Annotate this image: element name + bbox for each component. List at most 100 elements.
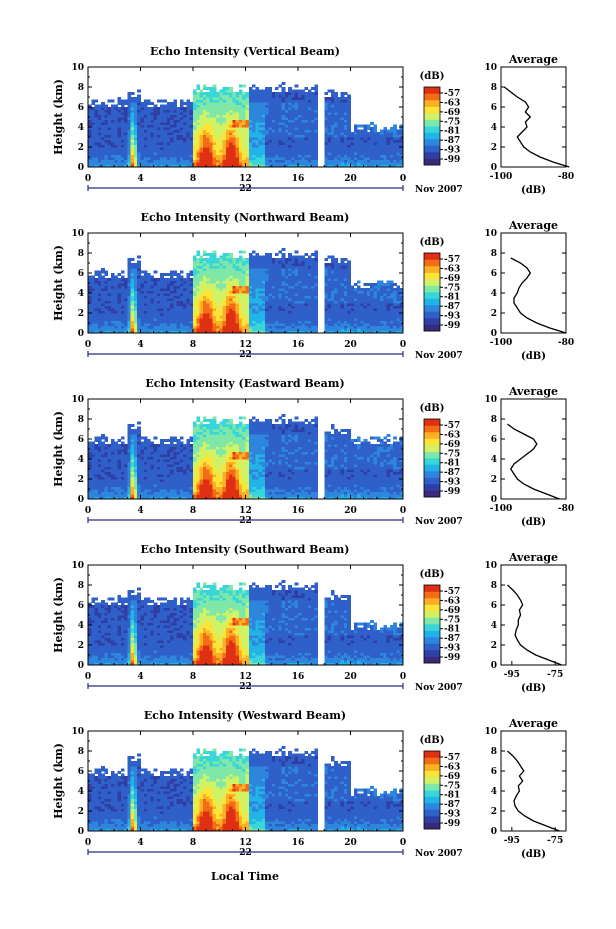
heatmap-cell	[216, 261, 220, 264]
heatmap-cell	[209, 135, 213, 138]
heatmap-cell	[232, 286, 236, 289]
heatmap-cell	[180, 110, 184, 113]
heatmap-cell	[252, 288, 256, 291]
heatmap-cell	[170, 271, 174, 274]
heatmap-cell	[370, 140, 374, 143]
heatmap-cell	[118, 313, 122, 316]
heatmap-cell	[121, 291, 125, 294]
heatmap-cell	[360, 132, 364, 135]
heatmap-cell	[236, 268, 240, 271]
heatmap-cell	[255, 308, 259, 311]
heatmap-cell	[239, 155, 243, 158]
heatmap-cell	[134, 160, 138, 163]
heatmap-cell	[268, 303, 272, 306]
heatmap-cell	[262, 95, 266, 98]
heatmap-cell	[206, 293, 210, 296]
heatmap-cell	[154, 316, 158, 319]
heatmap-cell	[180, 281, 184, 284]
heatmap-cell	[268, 321, 272, 324]
heatmap-cell	[209, 102, 213, 105]
heatmap-cell	[213, 85, 217, 88]
heatmap-cell	[223, 142, 227, 145]
heatmap-cell	[311, 160, 315, 163]
heatmap-cell	[288, 311, 292, 314]
heatmap-cell	[311, 276, 315, 279]
heatmap-cell	[246, 140, 250, 143]
heatmap-cell	[246, 283, 250, 286]
heatmap-cell	[104, 147, 108, 150]
heatmap-cell	[268, 306, 272, 309]
heatmap-cell	[150, 145, 154, 148]
heatmap-cell	[367, 298, 371, 301]
heatmap-cell	[252, 258, 256, 261]
heatmap-cell	[282, 160, 286, 163]
heatmap-cell	[180, 145, 184, 148]
heatmap-cell	[265, 117, 269, 120]
heatmap-cell	[305, 273, 309, 276]
heatmap-cell	[219, 92, 223, 95]
heatmap-cell	[265, 328, 269, 331]
heatmap-cell	[364, 125, 368, 128]
heatmap-cell	[88, 110, 92, 113]
heatmap-cell	[111, 130, 115, 133]
heatmap-cell	[213, 137, 217, 140]
heatmap-cell	[364, 142, 368, 145]
heatmap-cell	[213, 140, 217, 143]
heatmap-cell	[154, 110, 158, 113]
heatmap-cell	[154, 135, 158, 138]
heatmap-cell	[226, 253, 230, 256]
heatmap-cell	[262, 281, 266, 284]
heatmap-cell	[180, 117, 184, 120]
heatmap-cell	[236, 122, 240, 125]
heatmap-cell	[272, 145, 276, 148]
heatmap-cell	[354, 293, 358, 296]
heatmap-cell	[288, 256, 292, 259]
heatmap-cell	[367, 293, 371, 296]
heatmap-cell	[104, 152, 108, 155]
heatmap-cell	[278, 301, 282, 304]
heatmap-cell	[291, 97, 295, 100]
heatmap-cell	[114, 323, 118, 326]
heatmap-cell	[354, 135, 358, 138]
heatmap-cell	[259, 276, 263, 279]
heatmap-cell	[229, 273, 233, 276]
heatmap-cell	[236, 281, 240, 284]
heatmap-cell	[324, 283, 328, 286]
heatmap-cell	[203, 291, 207, 294]
heatmap-cell	[203, 271, 207, 274]
heatmap-cell	[209, 142, 213, 145]
heatmap-cell	[118, 323, 122, 326]
heatmap-cell	[177, 278, 181, 281]
heatmap-cell	[337, 130, 341, 133]
heatmap-cell	[150, 125, 154, 128]
heatmap-cell	[278, 135, 282, 138]
heatmap-cell	[219, 145, 223, 148]
heatmap-cell	[173, 142, 177, 145]
heatmap-cell	[223, 90, 227, 93]
heatmap-cell	[203, 112, 207, 115]
heatmap-cell	[150, 283, 154, 286]
heatmap-cell	[249, 92, 253, 95]
heatmap-cell	[282, 321, 286, 324]
heatmap-cell	[252, 110, 256, 113]
heatmap-cell	[242, 271, 246, 274]
heatmap-cell	[249, 162, 253, 165]
heatmap-cell	[144, 120, 148, 123]
heatmap-cell	[98, 117, 102, 120]
heatmap-cell	[147, 130, 151, 133]
heatmap-cell	[278, 268, 282, 271]
heatmap-cell	[183, 311, 187, 314]
heatmap-cell	[357, 130, 361, 133]
heatmap-cell	[114, 298, 118, 301]
heatmap-cell	[111, 306, 115, 309]
heatmap-cell	[275, 117, 279, 120]
heatmap-cell	[163, 132, 167, 135]
heatmap-cell	[285, 263, 289, 266]
heatmap-cell	[127, 321, 131, 324]
heatmap-cell	[370, 291, 374, 294]
heatmap-cell	[226, 160, 230, 163]
heatmap-cell	[351, 135, 355, 138]
heatmap-cell	[282, 271, 286, 274]
heatmap-cell	[278, 85, 282, 88]
heatmap-cell	[118, 157, 122, 160]
